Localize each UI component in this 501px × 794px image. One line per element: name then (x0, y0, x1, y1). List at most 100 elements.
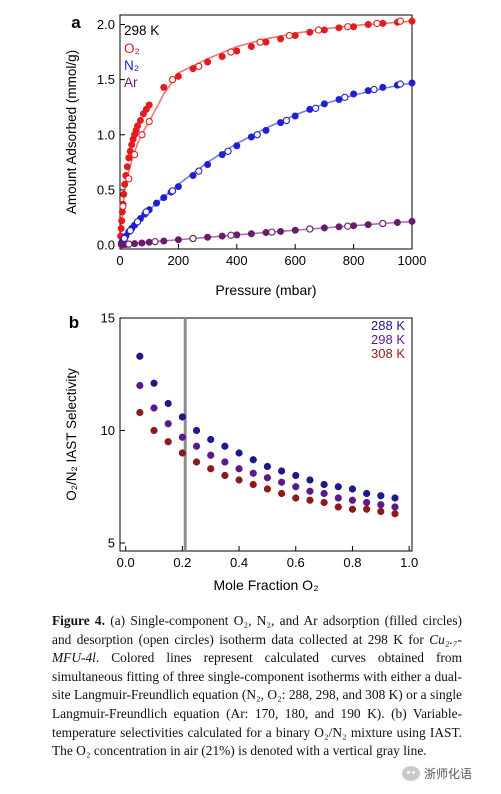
panel-a-plot-frame (119, 14, 413, 250)
panel-a-desorption-point (189, 234, 197, 243)
panel-a-desorption-point (120, 234, 129, 243)
panel-b-selectivity-point (249, 480, 257, 489)
panel-a-adsorption-point (335, 95, 343, 103)
panel-a-adsorption-point (291, 112, 299, 120)
caption-material: Cu₂.₇-MFU-4l (52, 631, 462, 666)
panel-a-adsorption-point (247, 43, 255, 51)
panel-a-legend-entry: Ar (124, 75, 138, 90)
panel-b-selectivity-point (348, 505, 357, 513)
panel-a-adsorption-point (189, 65, 197, 73)
panel-b-selectivity-point (221, 442, 229, 450)
panel-b-selectivity-point (292, 471, 300, 480)
panel-b-selectivity-point (192, 426, 201, 435)
panel-b-selectivity-point (249, 456, 257, 464)
panel-b-legend-entry: 298 K (371, 332, 405, 347)
panel-a-desorption-point (314, 26, 323, 34)
panel-a-adsorption-point (204, 58, 212, 66)
panel-a-adsorption-point (136, 116, 144, 124)
panel-a-desorption-point (344, 222, 352, 230)
panel-b-selectivity-point (363, 505, 371, 513)
panel-a-legend-entry: O₂ (124, 41, 140, 56)
panel-a-adsorption-point (204, 233, 212, 241)
panel-a-adsorption-point (145, 238, 153, 246)
panel-a-xtick-label: 600 (284, 253, 306, 268)
panel-b-selectivity-point (277, 489, 286, 498)
panel-b-selectivity-point (377, 492, 385, 500)
panel-b-selectivity-point (235, 476, 243, 484)
panel-a-desorption-point (119, 202, 127, 211)
panel-b-selectivity-point (320, 480, 328, 489)
panel-b-selectivity-point (306, 476, 314, 484)
caption-text-2: . Colored lines represent calculated cur… (52, 650, 462, 759)
panel-a-desorption-point (224, 147, 232, 155)
watermark-text: 浙师化语 (424, 767, 473, 781)
panel-a-desorption-point (125, 175, 133, 183)
panel-b-selectivity-point (277, 467, 286, 475)
caption-text-1: (a) Single-component O₂, N₂, and Ar adso… (52, 613, 463, 647)
panel-a-adsorption-point (233, 231, 241, 239)
panel-a-ytick-label: 1.0 (97, 127, 115, 142)
panel-a-legend-title: 298 K (124, 23, 159, 38)
panel-b-selectivity-point (164, 438, 172, 446)
panel-a-adsorption-point (247, 133, 255, 141)
panel-a-desorption-point (227, 231, 235, 239)
panel-b-selectivity-point (334, 494, 342, 502)
panel-a-desorption-point (341, 93, 349, 101)
panel-a-desorption-point (253, 131, 261, 139)
panel-b-selectivity-point (207, 451, 215, 459)
panel-a-xtick-label: 1000 (398, 253, 427, 268)
panel-b-xtick-label: 1.0 (400, 555, 418, 570)
panel-b-xtick-label: 0.4 (230, 555, 248, 570)
panel-a-adsorption-point (408, 217, 416, 225)
panel-a-desorption-point (344, 23, 352, 31)
panel-a-xtick-label: 800 (343, 253, 365, 268)
panel-a-adsorption-point (393, 219, 401, 227)
panel-a-adsorption-point (335, 223, 343, 231)
panel-b-selectivity-point (348, 485, 357, 493)
panel-a-desorption-point (125, 240, 133, 248)
figure-caption: Figure 4. (a) Single-component O₂, N₂, a… (52, 612, 462, 761)
panel-a-desorption-point (285, 31, 294, 40)
panel-a-desorption-point (151, 238, 159, 246)
panel-a-adsorption-point (121, 180, 129, 188)
panel-a-adsorption-point (408, 17, 416, 25)
panel-a-adsorption-point (218, 52, 226, 60)
panel-a-adsorption-point (379, 83, 387, 91)
panel-b-plot-frame (119, 317, 413, 552)
panel-b-xtick-label: 0.6 (287, 555, 305, 570)
panel-a-desorption-point (396, 80, 404, 88)
panel-a-adsorption-point (218, 232, 226, 240)
panel-a-desorption-point (126, 227, 134, 235)
figure: 0 200 400 600 800 1000 0.0 0.5 1.0 1.5 2.0 Pressure… (64, 13, 427, 593)
panel-a-adsorption-point (262, 126, 270, 134)
panel-a-adsorption-point (117, 224, 125, 232)
panel-b-selectivity-point (249, 469, 257, 477)
panel-a-adsorption-point (160, 194, 168, 202)
panel-a-desorption-point (138, 131, 146, 139)
panel-a-adsorption-point (350, 90, 358, 98)
panel-b-label: b (69, 313, 79, 332)
panel-a-adsorption-point (174, 72, 182, 80)
panel-b-selectivity-point (235, 465, 243, 473)
panel-a-desorption-point (227, 48, 235, 56)
panel-b-selectivity-point (164, 399, 172, 408)
panel-a-adsorption-point (277, 35, 285, 43)
panel-a-adsorption-point (120, 190, 128, 198)
panel-b-selectivity-point (391, 510, 399, 518)
panel-a-desorption-point (396, 17, 404, 25)
panel-a-desorption-point (133, 218, 142, 226)
panel-b-xtick-label: 0.8 (343, 555, 361, 570)
panel-a-adsorption-point (379, 19, 387, 27)
panel-a-adsorption-point (152, 199, 160, 207)
panel-a-ytick-label: 1.5 (97, 72, 115, 87)
panel-b-selectivity-point (391, 503, 399, 511)
panel-b-selectivity-point (150, 426, 158, 435)
panel-b-selectivity-point (334, 483, 342, 491)
panel-a-adsorption-point (306, 105, 314, 113)
panel-a-xtick-label: 200 (168, 253, 190, 268)
panel-a-adsorption-point (125, 154, 133, 162)
panel-b-selectivity-point (292, 483, 300, 491)
panel-a-desorption-point (130, 150, 139, 159)
panel-b-selectivity-point (178, 449, 186, 457)
panel-b-ylabel: O₂/N₂ IAST Selectivity (64, 368, 79, 501)
